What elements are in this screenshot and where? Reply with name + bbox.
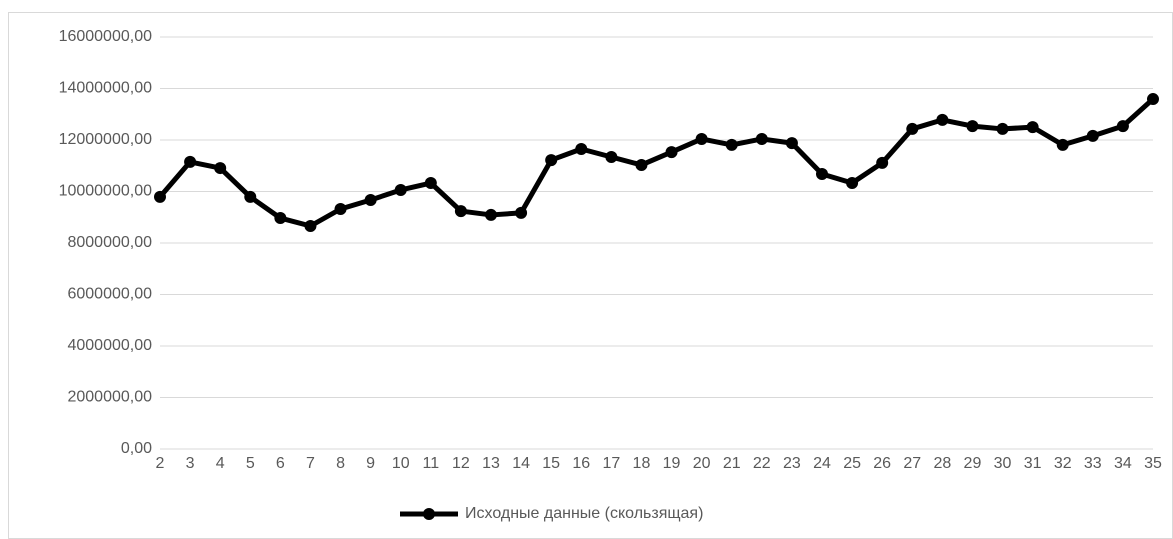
x-tick-label: 35 [1144, 455, 1162, 472]
data-point [635, 158, 648, 171]
x-tick-label: 26 [873, 455, 891, 472]
data-point [725, 138, 738, 151]
y-tick-label: 4000000,00 [67, 337, 152, 354]
x-tick-label: 32 [1054, 455, 1072, 472]
data-point [906, 122, 919, 135]
x-tick-label: 5 [246, 455, 255, 472]
x-tick-label: 20 [693, 455, 711, 472]
data-point [966, 120, 979, 133]
x-tick-label: 22 [753, 455, 771, 472]
data-point [545, 154, 558, 167]
data-point [304, 220, 317, 233]
y-tick-label: 0,00 [121, 440, 152, 457]
data-point [846, 177, 859, 190]
data-point [1056, 138, 1069, 151]
x-tick-label: 24 [813, 455, 831, 472]
chart-border [8, 12, 1173, 539]
x-tick-label: 13 [482, 455, 500, 472]
data-point [1086, 129, 1099, 142]
x-tick-label: 9 [366, 455, 375, 472]
data-point [394, 183, 407, 196]
x-tick-label: 34 [1114, 455, 1132, 472]
y-tick-label: 8000000,00 [67, 234, 152, 251]
data-point [184, 155, 197, 168]
data-point [996, 122, 1009, 135]
data-point [274, 212, 287, 225]
data-point [515, 206, 528, 219]
y-tick-label: 12000000,00 [59, 131, 153, 148]
data-point [364, 193, 377, 206]
x-tick-label: 21 [723, 455, 741, 472]
series-line [158, 97, 1155, 229]
x-tick-label: 28 [933, 455, 951, 472]
x-tick-label: 14 [512, 455, 530, 472]
x-tick-label: 7 [306, 455, 315, 472]
data-point [816, 167, 828, 180]
y-tick-label: 10000000,00 [59, 183, 153, 200]
x-tick-label: 33 [1084, 455, 1102, 472]
x-tick-label: 11 [423, 455, 440, 472]
x-tick-label: 18 [633, 455, 651, 472]
y-tick-label: 6000000,00 [67, 286, 152, 303]
x-tick-label: 2 [156, 455, 165, 472]
data-point [1147, 93, 1159, 106]
data-point [214, 162, 227, 175]
data-point [876, 156, 889, 169]
y-tick-label: 14000000,00 [59, 80, 153, 97]
data-point [665, 146, 678, 159]
x-tick-label: 27 [903, 455, 921, 472]
data-point [1116, 120, 1129, 133]
legend-label: Исходные данные (скользящая) [465, 505, 703, 522]
data-point [334, 203, 347, 216]
x-tick-label: 25 [843, 455, 861, 472]
data-point [936, 113, 949, 126]
data-point [1026, 121, 1039, 134]
x-tick-label: 30 [994, 455, 1012, 472]
x-tick-label: 6 [276, 455, 285, 472]
legend-marker [423, 508, 435, 520]
x-tick-label: 16 [572, 455, 590, 472]
data-point [785, 137, 798, 150]
x-tick-label: 12 [452, 455, 470, 472]
x-tick-label: 8 [336, 455, 345, 472]
x-tick-label: 15 [542, 455, 560, 472]
data-point [454, 205, 467, 218]
data-point [605, 150, 618, 163]
x-tick-label: 29 [964, 455, 982, 472]
x-tick-label: 31 [1024, 455, 1042, 472]
x-tick-label: 19 [663, 455, 681, 472]
data-point [755, 132, 768, 145]
data-point [695, 132, 708, 145]
x-tick-label: 17 [602, 455, 620, 472]
x-tick-label: 23 [783, 455, 801, 472]
data-point [485, 208, 497, 221]
y-tick-label: 2000000,00 [67, 389, 152, 406]
x-tick-label: 10 [392, 455, 410, 472]
x-tick-label: 4 [216, 455, 225, 472]
y-tick-label: 16000000,00 [59, 28, 153, 45]
x-tick-label: 3 [186, 455, 195, 472]
data-point [575, 143, 588, 156]
data-point [244, 190, 257, 203]
data-point [424, 177, 437, 190]
data-point [154, 190, 166, 203]
